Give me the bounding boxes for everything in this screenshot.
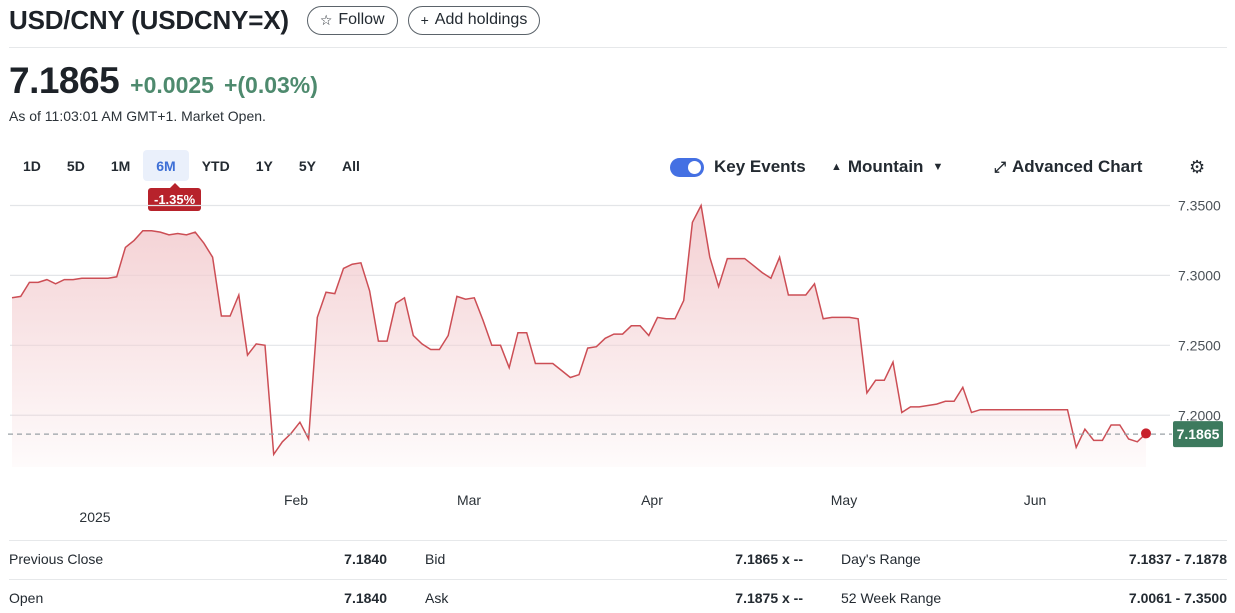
- range-1d[interactable]: 1D: [23, 157, 41, 174]
- y-tick-label: 7.3000: [1178, 267, 1221, 283]
- expand-arrow-icon: ⤢: [994, 158, 1007, 176]
- days-range-label: Day's Range: [841, 551, 921, 567]
- stats-row: Previous Close 7.1840 Bid 7.1865 x -- Da…: [9, 540, 1227, 577]
- page-title: USD/CNY (USDCNY=X): [9, 4, 289, 35]
- chart-type-label: Mountain: [847, 157, 924, 176]
- open-label: Open: [9, 590, 44, 606]
- range-selector: 1D 5D 1M 6M YTD 1Y 5Y All: [10, 150, 373, 181]
- key-events-label: Key Events: [714, 157, 806, 176]
- add-holdings-button[interactable]: + Add holdings: [407, 5, 541, 35]
- range-5d[interactable]: 5D: [66, 157, 85, 174]
- 52-week-range-value: 7.0061 - 7.3500: [1128, 590, 1227, 606]
- plus-icon: +: [420, 12, 429, 28]
- x-tick-label: May: [831, 492, 857, 508]
- chevron-down-icon: ▼: [932, 161, 944, 173]
- price-change-percent: +(0.03%): [223, 72, 318, 98]
- ask-value: 7.1875 x --: [735, 590, 803, 606]
- follow-button[interactable]: ☆ Follow: [306, 5, 398, 35]
- x-tick-label: Jun: [1024, 492, 1047, 508]
- gear-icon: ⚙: [1189, 156, 1206, 177]
- range-1y[interactable]: 1Y: [255, 157, 273, 174]
- current-price: 7.1865: [9, 60, 120, 101]
- year-label: 2025: [79, 509, 110, 525]
- advanced-chart-label: Advanced Chart: [1012, 157, 1143, 176]
- x-tick-label: Apr: [641, 492, 663, 508]
- range-all[interactable]: All: [341, 157, 360, 174]
- current-price-dot[interactable]: [1141, 428, 1151, 439]
- previous-close-label: Previous Close: [9, 551, 104, 567]
- range-1m[interactable]: 1M: [110, 157, 131, 174]
- previous-close-value: 7.1840: [344, 551, 387, 567]
- y-tick-label: 7.2500: [1178, 337, 1221, 353]
- range-6m[interactable]: 6M: [143, 150, 189, 181]
- star-outline-icon: ☆: [319, 11, 333, 28]
- key-events-toggle[interactable]: Key Events: [670, 154, 806, 180]
- x-tick-label: Mar: [457, 492, 481, 508]
- y-tick-label: 7.3500: [1178, 197, 1221, 213]
- follow-label: Follow: [338, 11, 385, 28]
- days-range-value: 7.1837 - 7.1878: [1128, 551, 1227, 567]
- as-of-timestamp: As of 11:03:01 AM GMT+1. Market Open.: [9, 108, 266, 124]
- bid-label: Bid: [425, 551, 446, 567]
- price-change: +0.0025: [130, 72, 214, 98]
- settings-button[interactable]: ⚙: [1189, 154, 1205, 180]
- 52-week-range-label: 52 Week Range: [841, 590, 942, 606]
- toggle-switch[interactable]: [670, 157, 704, 177]
- mountain-icon: ▲: [831, 161, 842, 173]
- ask-label: Ask: [425, 590, 449, 606]
- advanced-chart-button[interactable]: ⤢ Advanced Chart: [994, 154, 1142, 180]
- quote-header: USD/CNY (USDCNY=X) ☆ Follow + Add holdin…: [9, 4, 541, 36]
- price-row: 7.1865 +0.0025 +(0.03%): [9, 60, 318, 102]
- svg-text:7.1865: 7.1865: [1177, 426, 1220, 442]
- x-tick-label: Feb: [284, 492, 308, 508]
- stats-row: Open 7.1840 Ask 7.1875 x -- 52 Week Rang…: [9, 579, 1227, 613]
- range-ytd[interactable]: YTD: [201, 157, 230, 174]
- range-5y[interactable]: 5Y: [298, 157, 316, 174]
- add-holdings-label: Add holdings: [434, 11, 528, 28]
- price-line: [11, 203, 1147, 457]
- price-area: [12, 205, 1146, 467]
- bid-value: 7.1865 x --: [735, 551, 803, 567]
- y-tick-label: 7.2000: [1178, 407, 1221, 423]
- open-value: 7.1840: [344, 590, 387, 606]
- current-price-tag: 7.1865: [1173, 421, 1223, 448]
- header-divider: [9, 47, 1227, 48]
- chart-type-dropdown[interactable]: ▲ Mountain ▼: [831, 154, 943, 180]
- price-chart[interactable]: 7.3500 7.3000 7.2500 7.2000 7.1865 Feb Mar Ap…: [0, 195, 1235, 535]
